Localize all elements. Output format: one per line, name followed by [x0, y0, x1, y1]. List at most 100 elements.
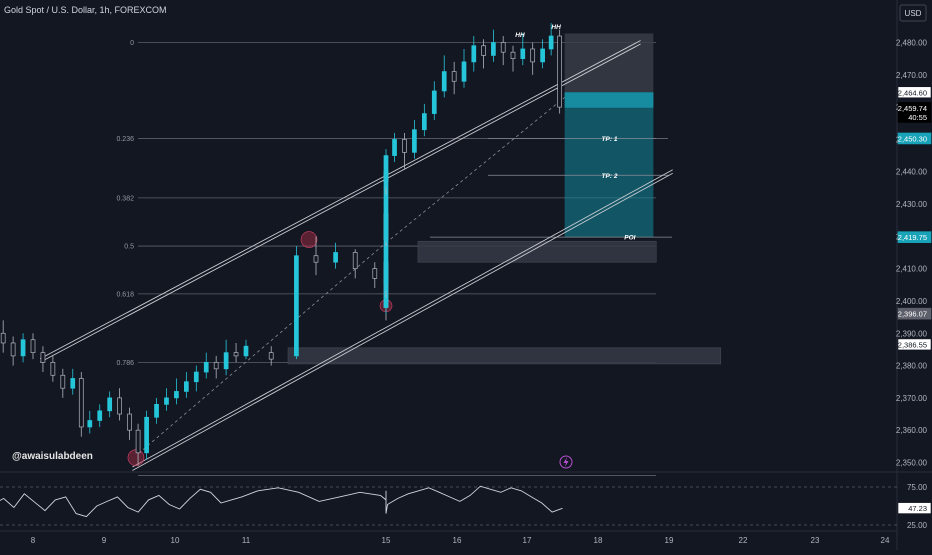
- candle-body-9: [78, 378, 84, 428]
- candle-body-1: [0, 332, 6, 344]
- osc-current-tag: [897, 502, 932, 514]
- poi-zone[interactable]: [417, 240, 657, 263]
- oscillator-pane: 75.00 25.00 47.23: [0, 483, 932, 530]
- time-tick-0: 8: [31, 536, 36, 545]
- candle-body-20: [184, 381, 189, 392]
- candle-body-66: [500, 42, 506, 53]
- annotation-2: TP: 1: [602, 136, 618, 143]
- candle-body-56: [402, 139, 407, 153]
- candle-body-14: [127, 413, 132, 431]
- currency-button-label[interactable]: USD: [905, 9, 922, 18]
- candle-body-26: [243, 345, 249, 357]
- time-axis[interactable]: 8 9 10 11 15 16 17 18 19 22 23 24: [31, 536, 890, 545]
- price-tick-5: 2,430.00: [896, 200, 928, 209]
- candle-body-23: [213, 361, 219, 370]
- replay-icon-ring[interactable]: [559, 455, 573, 469]
- demand-zone[interactable]: [287, 347, 722, 365]
- replay-icon-bolt[interactable]: [563, 457, 569, 467]
- touch-markers: [127, 231, 393, 466]
- price-channel[interactable]: [39, 40, 673, 471]
- candle-body-65: [491, 42, 496, 56]
- candle-body-25: [233, 352, 239, 357]
- candle-body-7: [60, 374, 66, 389]
- price-tag-2: [897, 132, 932, 145]
- price-tag-label-3: 2,419.75: [898, 233, 927, 242]
- channel-lower-b[interactable]: [132, 172, 673, 471]
- candle-body-61: [451, 71, 457, 82]
- price-tag-label-5: 2,386.55: [898, 340, 927, 349]
- candles: [0, 23, 563, 466]
- time-tick-10: 23: [811, 536, 820, 545]
- candle-body-70: [540, 48, 545, 63]
- price-tag-label-1: 2,459.74: [898, 104, 927, 113]
- time-tick-7: 18: [594, 536, 603, 545]
- candle-body-57: [412, 129, 417, 153]
- candle-body-2: [10, 342, 16, 357]
- candle-body-17: [154, 403, 159, 418]
- channel-lower-a[interactable]: [132, 169, 673, 468]
- currency-button[interactable]: USD: [899, 4, 927, 22]
- osc-current-label: 47.23: [908, 504, 927, 513]
- annotation-0: HH: [515, 32, 525, 39]
- candle-body-6: [50, 361, 56, 376]
- candle-body-58: [421, 113, 427, 131]
- target-zone[interactable]: [564, 92, 654, 238]
- touch-marker-0: [300, 231, 318, 248]
- candle-body-69: [530, 48, 536, 63]
- candle-body-8: [70, 378, 76, 389]
- candle-body-24: [223, 352, 229, 370]
- candle-body-71: [548, 35, 554, 50]
- candle-body-16: [144, 416, 149, 454]
- replay-icon[interactable]: [559, 455, 573, 469]
- price-tick-4: 2,440.00: [896, 168, 928, 177]
- time-tick-1: 9: [102, 536, 107, 545]
- price-tick-7: 2,410.00: [896, 265, 928, 274]
- fib-label-4: 0.618: [116, 291, 134, 298]
- candle-body-22: [203, 361, 209, 373]
- candle-body-63: [471, 45, 477, 63]
- channel-upper-b[interactable]: [39, 43, 641, 363]
- price-tick-9: 2,390.00: [896, 329, 928, 338]
- time-tick-9: 22: [739, 536, 748, 545]
- currency-button-frame[interactable]: [899, 4, 927, 22]
- candle-body-11: [97, 410, 103, 421]
- price-tag-label-0: 2,464.60: [898, 88, 927, 97]
- channel-upper-a[interactable]: [39, 40, 641, 360]
- candle-body-29: [313, 255, 319, 263]
- zones: [287, 240, 722, 365]
- annotation-4: POI: [624, 235, 635, 242]
- fib-label-5: 0.786: [116, 360, 134, 367]
- time-tick-6: 17: [523, 536, 532, 545]
- price-tick-11: 2,370.00: [896, 394, 928, 403]
- stop-zone[interactable]: [564, 33, 654, 93]
- price-tag-label-2: 2,450.30: [898, 134, 927, 143]
- price-tick-12: 2,360.00: [896, 426, 928, 435]
- price-tick-13: 2,350.00: [896, 459, 928, 468]
- candle-body-19: [174, 391, 179, 399]
- candle-body-59: [431, 90, 437, 114]
- entry-band: [564, 92, 654, 108]
- price-tick-8: 2,400.00: [896, 297, 928, 306]
- chart-title: Gold Spot / U.S. Dollar, 1h, FOREXCOM: [4, 5, 167, 15]
- candle-body-13: [117, 397, 122, 415]
- candle-body-18: [164, 397, 169, 405]
- candle-body-10: [87, 420, 93, 428]
- candle-body-4: [30, 339, 36, 354]
- fib-label-2: 0.382: [116, 195, 134, 202]
- price-tag-5: [897, 338, 932, 351]
- candle-body-5: [40, 352, 46, 363]
- candle-body-54: [383, 155, 389, 182]
- time-tick-5: 16: [453, 536, 462, 545]
- price-tick-1: 2,470.00: [896, 71, 928, 80]
- price-tag-sub-1: 40:55: [908, 113, 927, 122]
- annotation-3: TP: 2: [602, 173, 618, 180]
- candle-body-55: [392, 139, 397, 156]
- short-position[interactable]: [142, 33, 672, 450]
- candle-body-64: [481, 45, 486, 56]
- annotation-1: HH: [551, 24, 561, 31]
- candle-body-60: [441, 71, 447, 92]
